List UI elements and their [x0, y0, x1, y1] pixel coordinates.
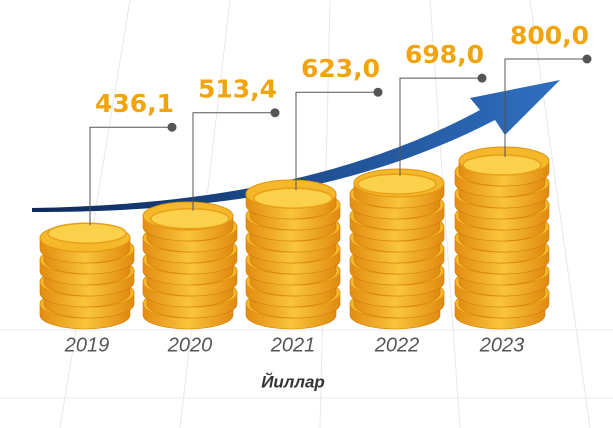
coin-stack	[454, 146, 550, 330]
x-tick-label: 2022	[374, 334, 420, 356]
coin-top	[253, 187, 333, 209]
value-label: 513,4	[198, 75, 277, 104]
callout-dot	[167, 122, 177, 132]
callout-dot	[582, 54, 592, 64]
coin-top	[150, 207, 230, 230]
value-label: 698,0	[405, 40, 484, 69]
coin-top	[47, 222, 127, 244]
x-tick-label: 2021	[270, 334, 316, 356]
x-axis-label: Йиллар	[261, 371, 325, 391]
callout-line	[89, 126, 172, 226]
value-label: 623,0	[301, 54, 380, 83]
callout-line	[295, 91, 378, 191]
coin-stack	[39, 222, 135, 330]
value-label: 436,1	[95, 89, 174, 118]
coin-stack	[349, 168, 445, 330]
callout-dot	[477, 73, 487, 83]
callout-dot	[373, 87, 383, 97]
x-tick-label: 2023	[479, 334, 525, 356]
coin-stack	[245, 179, 341, 330]
coin-top	[462, 154, 542, 176]
callout-line	[399, 77, 482, 177]
x-tick-label: 2020	[167, 334, 213, 356]
coin-top	[357, 173, 437, 195]
x-tick-label: 2019	[64, 334, 110, 356]
coin-stack	[142, 201, 238, 330]
callout-line	[504, 58, 587, 157]
value-label: 800,0	[510, 21, 589, 50]
callout-line	[192, 112, 275, 211]
callout-dot	[270, 108, 280, 118]
